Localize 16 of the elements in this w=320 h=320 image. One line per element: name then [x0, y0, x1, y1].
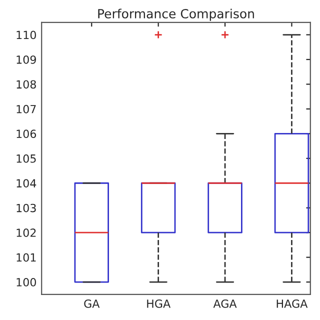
y-tick-label: 107	[16, 104, 36, 114]
y-tick-label: 110	[16, 30, 36, 40]
y-tick-label: 101	[16, 253, 36, 262]
x-tick-label: HGA	[147, 299, 171, 308]
y-tick-label: 109	[16, 55, 36, 64]
x-tick-label: HAGA	[276, 299, 308, 308]
y-tick-label: 105	[16, 154, 36, 163]
chart-title: Performance Comparison	[98, 8, 254, 21]
y-tick-label: 100	[16, 278, 36, 286]
x-tick-label: AGA	[213, 299, 237, 308]
y-tick-label: 106	[16, 130, 36, 138]
x-tick-label: GA	[84, 299, 100, 308]
y-tick-label: 104	[16, 179, 36, 188]
y-tick-label: 108	[16, 80, 36, 89]
y-tick-label: 103	[16, 204, 36, 212]
y-tick-label: 102	[16, 228, 36, 237]
